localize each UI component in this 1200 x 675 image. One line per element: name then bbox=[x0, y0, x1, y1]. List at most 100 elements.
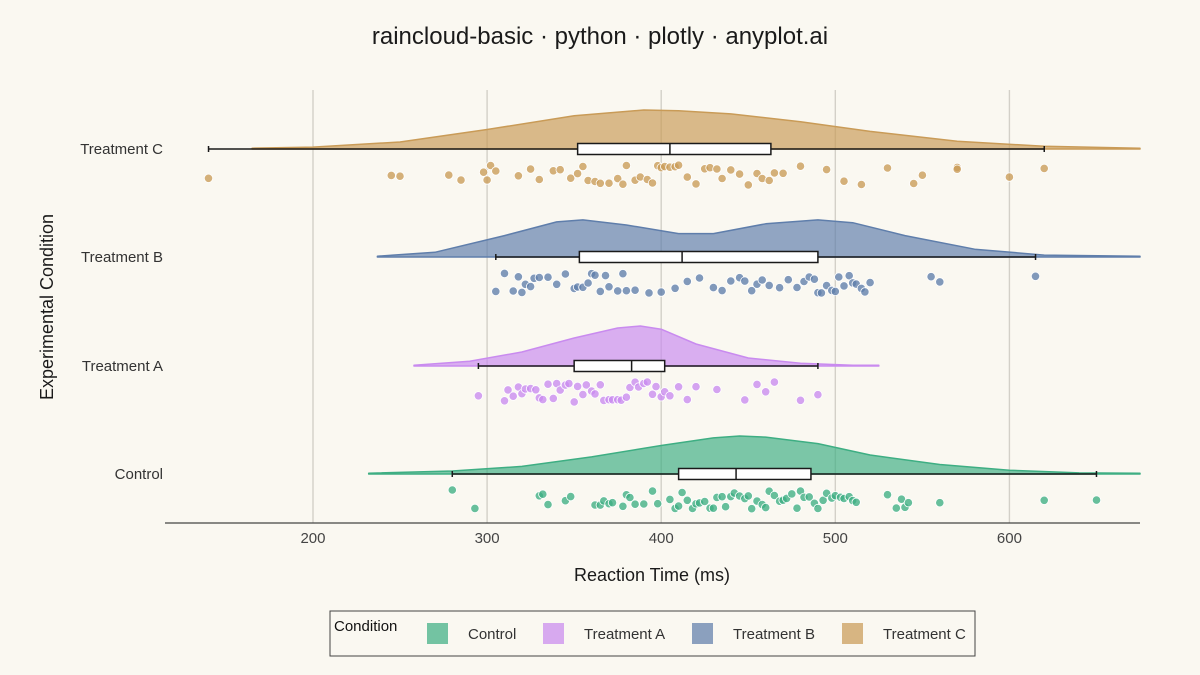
data-point-treatment-b bbox=[717, 285, 727, 296]
data-point-treatment-b bbox=[834, 272, 844, 282]
data-point-treatment-a bbox=[508, 391, 518, 401]
data-point-treatment-c bbox=[882, 163, 893, 173]
data-point-treatment-c bbox=[203, 173, 214, 183]
data-point-treatment-c bbox=[386, 170, 396, 180]
data-point-treatment-c bbox=[478, 167, 489, 177]
legend-label: Treatment C bbox=[883, 626, 966, 643]
data-point-treatment-b bbox=[774, 283, 785, 293]
data-point-treatment-b bbox=[670, 283, 680, 293]
data-point-treatment-b bbox=[525, 281, 536, 292]
data-point-treatment-a bbox=[572, 381, 583, 391]
data-point-control bbox=[769, 490, 780, 501]
legend-swatch-control bbox=[427, 623, 448, 644]
density-cloud-control bbox=[367, 435, 1141, 475]
data-point-treatment-a bbox=[538, 394, 548, 405]
data-point-control bbox=[630, 499, 640, 509]
data-point-treatment-c bbox=[673, 160, 684, 170]
data-point-treatment-b bbox=[935, 277, 945, 287]
data-point-treatment-b bbox=[783, 275, 793, 285]
data-point-treatment-c bbox=[566, 173, 576, 183]
data-point-treatment-b bbox=[809, 274, 820, 284]
data-point-control bbox=[747, 504, 757, 514]
data-point-treatment-a bbox=[543, 379, 553, 389]
y-category-label: Treatment B bbox=[81, 249, 163, 266]
data-point-control bbox=[851, 497, 861, 507]
legend-swatch-treatment-a bbox=[543, 623, 564, 644]
data-point-treatment-b bbox=[792, 282, 802, 293]
data-point-treatment-a bbox=[691, 382, 701, 392]
data-point-treatment-c bbox=[395, 171, 405, 181]
data-point-treatment-c bbox=[534, 174, 544, 185]
data-point-treatment-c bbox=[525, 164, 536, 174]
x-tick-label: 300 bbox=[475, 530, 500, 547]
data-point-treatment-b bbox=[499, 268, 510, 278]
data-point-treatment-a bbox=[769, 377, 780, 387]
density-cloud-treatment-a bbox=[413, 325, 880, 367]
data-point-control bbox=[792, 503, 802, 513]
data-point-treatment-b bbox=[630, 285, 640, 295]
data-point-treatment-a bbox=[752, 379, 762, 389]
x-tick-label: 600 bbox=[997, 530, 1022, 547]
box-treatment-b bbox=[578, 250, 819, 264]
data-point-treatment-b bbox=[618, 269, 628, 279]
data-point-treatment-a bbox=[531, 385, 541, 395]
data-point-treatment-c bbox=[717, 173, 727, 184]
data-point-treatment-c bbox=[618, 179, 628, 189]
data-point-control bbox=[653, 499, 663, 509]
data-point-control bbox=[787, 489, 797, 499]
data-point-control bbox=[470, 503, 480, 513]
data-point-treatment-c bbox=[485, 160, 496, 171]
data-point-treatment-a bbox=[665, 391, 675, 401]
data-point-treatment-c bbox=[595, 178, 605, 188]
box-treatment-c bbox=[576, 142, 772, 156]
data-point-treatment-b bbox=[583, 278, 593, 288]
data-point-treatment-c bbox=[613, 174, 623, 184]
data-point-treatment-c bbox=[734, 169, 745, 179]
legend: Condition Control Treatment A Treatment B T… bbox=[329, 610, 976, 657]
density-cloud-treatment-c bbox=[251, 109, 1141, 150]
data-point-control bbox=[717, 492, 727, 502]
data-point-treatment-b bbox=[656, 287, 666, 297]
y-category-label: Treatment C bbox=[80, 141, 163, 158]
data-point-control bbox=[682, 495, 692, 505]
density-clouds bbox=[251, 109, 1141, 475]
data-point-treatment-c bbox=[839, 176, 849, 186]
data-point-treatment-b bbox=[830, 286, 840, 296]
box-control bbox=[677, 467, 812, 481]
data-point-control bbox=[639, 499, 649, 509]
data-point-treatment-b bbox=[560, 269, 571, 279]
data-point-control bbox=[1039, 495, 1049, 505]
data-point-treatment-a bbox=[581, 380, 591, 390]
data-point-treatment-c bbox=[778, 168, 788, 178]
legend-label: Treatment A bbox=[584, 626, 665, 643]
data-point-treatment-b bbox=[708, 282, 719, 293]
data-point-treatment-c bbox=[604, 178, 614, 188]
data-point-treatment-c bbox=[795, 161, 806, 171]
data-point-control bbox=[882, 490, 893, 500]
data-point-treatment-b bbox=[590, 270, 600, 280]
data-point-treatment-c bbox=[952, 164, 962, 174]
data-point-treatment-a bbox=[595, 380, 605, 390]
data-point-treatment-a bbox=[740, 395, 750, 405]
data-point-treatment-c bbox=[769, 168, 780, 178]
data-point-control bbox=[673, 501, 684, 511]
data-point-treatment-c bbox=[917, 170, 928, 180]
data-point-treatment-c bbox=[491, 166, 501, 176]
data-point-control bbox=[761, 502, 771, 513]
data-point-treatment-b bbox=[839, 281, 849, 291]
data-point-control bbox=[677, 487, 687, 498]
legend-swatch-treatment-b bbox=[692, 623, 713, 644]
data-point-treatment-a bbox=[682, 394, 692, 405]
chart-title: raincloud-basic · python · plotly · anyp… bbox=[372, 23, 828, 50]
data-point-treatment-c bbox=[456, 175, 466, 185]
data-point-control bbox=[708, 503, 719, 513]
data-point-treatment-b bbox=[757, 275, 767, 285]
data-point-control bbox=[935, 498, 945, 508]
data-point-treatment-b bbox=[517, 287, 527, 297]
data-point-treatment-c bbox=[712, 164, 722, 174]
data-point-control bbox=[607, 498, 618, 508]
data-point-treatment-b bbox=[816, 288, 827, 298]
data-point-treatment-c bbox=[621, 160, 632, 171]
data-point-treatment-b bbox=[595, 286, 605, 296]
data-point-treatment-a bbox=[578, 389, 588, 400]
